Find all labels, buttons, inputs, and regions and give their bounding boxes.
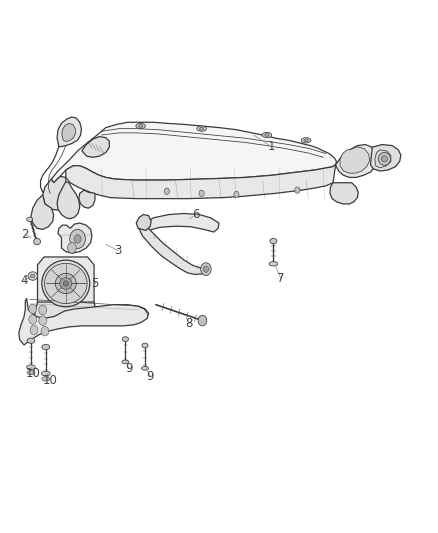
Circle shape <box>39 316 47 325</box>
Ellipse shape <box>199 127 204 130</box>
Ellipse shape <box>31 274 35 278</box>
Text: 9: 9 <box>125 362 133 375</box>
Polygon shape <box>66 165 336 199</box>
Polygon shape <box>51 122 336 183</box>
Ellipse shape <box>42 377 49 381</box>
Ellipse shape <box>381 156 388 162</box>
Ellipse shape <box>122 337 128 342</box>
Circle shape <box>30 325 38 335</box>
Ellipse shape <box>42 344 49 350</box>
Circle shape <box>70 229 85 248</box>
Text: 5: 5 <box>91 277 99 290</box>
Text: 4: 4 <box>20 274 28 287</box>
Ellipse shape <box>27 217 33 221</box>
Polygon shape <box>62 123 75 141</box>
Polygon shape <box>57 182 80 219</box>
Polygon shape <box>57 117 81 147</box>
Ellipse shape <box>55 273 76 294</box>
Polygon shape <box>141 214 219 235</box>
Ellipse shape <box>42 260 90 307</box>
Polygon shape <box>136 215 151 230</box>
Ellipse shape <box>269 262 278 266</box>
Ellipse shape <box>138 125 143 127</box>
Circle shape <box>164 188 170 195</box>
Text: 1: 1 <box>268 140 275 153</box>
Text: 8: 8 <box>186 317 193 330</box>
Text: 10: 10 <box>42 374 57 387</box>
Polygon shape <box>79 190 95 208</box>
Ellipse shape <box>63 281 68 286</box>
Text: 2: 2 <box>21 228 29 241</box>
Text: 6: 6 <box>193 208 200 221</box>
Text: 9: 9 <box>146 370 154 383</box>
Polygon shape <box>38 257 94 310</box>
Polygon shape <box>375 150 391 168</box>
Ellipse shape <box>27 370 35 375</box>
Ellipse shape <box>270 238 277 244</box>
Circle shape <box>295 187 300 193</box>
Ellipse shape <box>45 263 87 304</box>
Ellipse shape <box>197 126 206 131</box>
Circle shape <box>199 190 204 197</box>
Polygon shape <box>31 195 53 229</box>
Circle shape <box>201 263 211 276</box>
Polygon shape <box>58 223 92 253</box>
Ellipse shape <box>262 132 272 138</box>
Ellipse shape <box>301 138 311 143</box>
Ellipse shape <box>142 343 148 348</box>
Ellipse shape <box>304 139 308 142</box>
Ellipse shape <box>136 123 145 128</box>
Ellipse shape <box>28 272 38 280</box>
Polygon shape <box>35 302 97 320</box>
Polygon shape <box>139 223 208 274</box>
Ellipse shape <box>27 365 35 369</box>
Text: 10: 10 <box>26 367 41 380</box>
Polygon shape <box>371 144 401 171</box>
Circle shape <box>29 315 37 324</box>
Text: 7: 7 <box>277 272 285 285</box>
Ellipse shape <box>60 278 72 289</box>
Ellipse shape <box>265 134 269 136</box>
Ellipse shape <box>378 152 391 165</box>
Polygon shape <box>19 298 148 345</box>
Ellipse shape <box>42 371 50 376</box>
Circle shape <box>29 304 37 314</box>
Polygon shape <box>330 183 358 204</box>
Ellipse shape <box>122 360 129 364</box>
Polygon shape <box>82 136 110 157</box>
Polygon shape <box>138 306 148 316</box>
Ellipse shape <box>27 338 35 343</box>
Text: 3: 3 <box>114 244 122 257</box>
Circle shape <box>41 326 49 336</box>
Ellipse shape <box>34 238 41 245</box>
Polygon shape <box>340 147 370 173</box>
Circle shape <box>234 191 239 198</box>
Ellipse shape <box>141 367 148 370</box>
Polygon shape <box>43 176 73 211</box>
Circle shape <box>74 235 81 243</box>
Circle shape <box>198 316 207 326</box>
Circle shape <box>39 305 47 315</box>
Circle shape <box>203 266 208 272</box>
Circle shape <box>67 243 76 253</box>
Polygon shape <box>336 144 378 177</box>
